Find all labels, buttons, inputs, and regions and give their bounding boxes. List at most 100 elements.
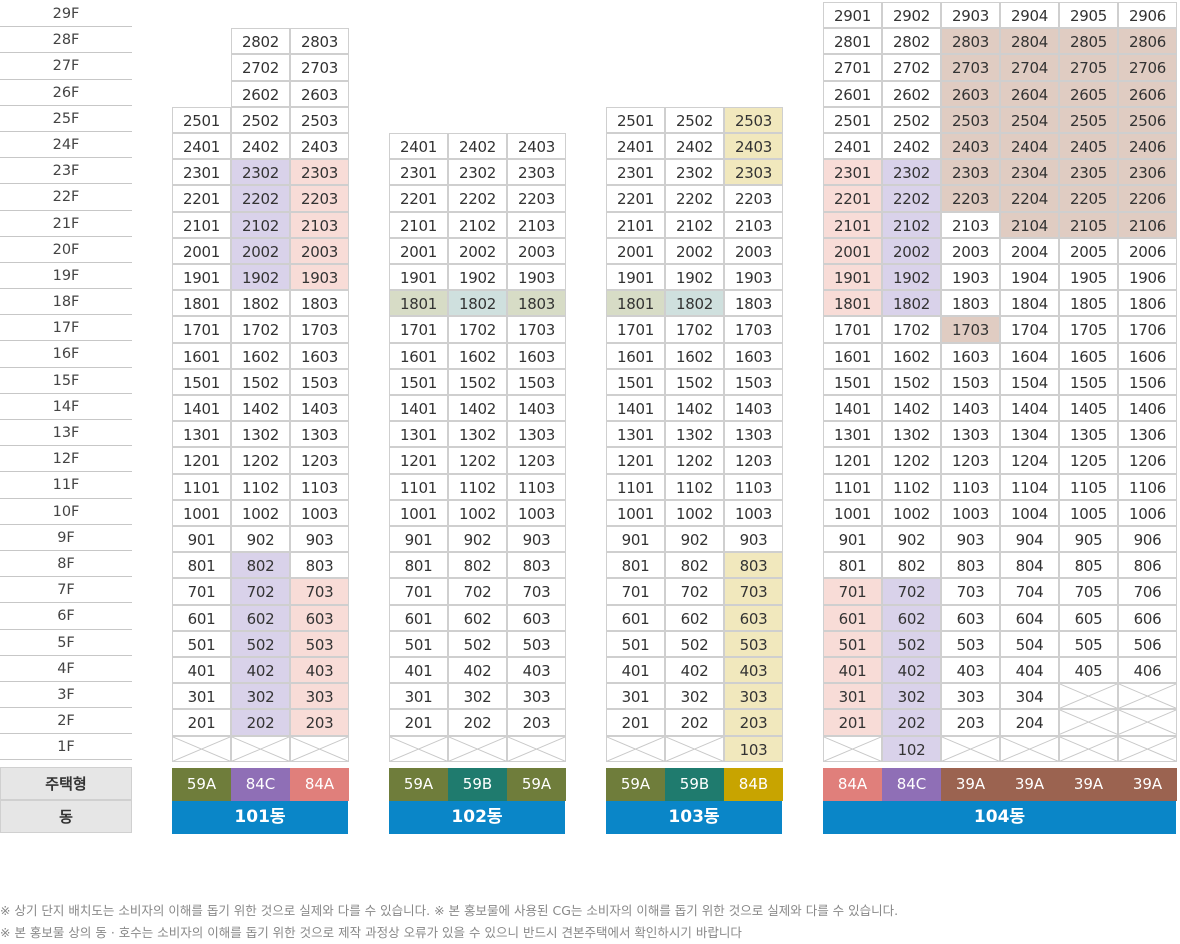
unit-cell: 603 — [941, 604, 1000, 631]
unit-cell: 2702 — [882, 54, 941, 81]
unit-type-badge: 84C — [231, 768, 290, 801]
unit-cell: 1301 — [389, 421, 448, 448]
unit-cell: 1601 — [172, 342, 231, 369]
unit-cell: 401 — [172, 657, 231, 684]
unit-cell: 1201 — [606, 447, 665, 474]
floor-label: 15F — [0, 368, 132, 394]
unit-cell: 2203 — [290, 185, 349, 212]
unit-cell: 503 — [941, 630, 1000, 657]
unit-cell: 2102 — [231, 211, 290, 238]
unit-cell: 1501 — [389, 368, 448, 395]
unit-cell: 1903 — [507, 264, 566, 291]
floor-label: 13F — [0, 420, 132, 447]
unit-cell: 2604 — [1000, 80, 1059, 107]
unit-cell: 2402 — [448, 133, 507, 160]
unit-cell: 1102 — [882, 473, 941, 500]
unit-cell: 2004 — [1000, 237, 1059, 264]
unit-cell: 703 — [724, 578, 783, 605]
unit-cell: 1202 — [882, 447, 941, 474]
unit-cell: 2302 — [448, 159, 507, 186]
unit-cell: 2103 — [507, 211, 566, 238]
unit-cell: 1303 — [290, 421, 349, 448]
unit-cell: 2304 — [1000, 159, 1059, 186]
unit-cell: 1502 — [231, 368, 290, 395]
unit-cell: 1405 — [1059, 395, 1118, 422]
unit-cell: 2002 — [448, 237, 507, 264]
unit-cell: 2402 — [665, 133, 724, 160]
unit-type-badge: 59B — [448, 768, 507, 801]
unit-cell: 1103 — [941, 473, 1000, 500]
unit-cell: 903 — [507, 526, 566, 553]
unit-cell: 801 — [389, 552, 448, 579]
unit-cell: 1705 — [1059, 316, 1118, 343]
unit-cell: 2403 — [290, 133, 349, 160]
unit-cell: 202 — [448, 709, 507, 736]
unit-cell: 2406 — [1118, 133, 1177, 160]
type-label: 주택형 — [0, 767, 132, 800]
unit-cell: 902 — [448, 526, 507, 553]
unit-cell: 1202 — [448, 447, 507, 474]
unit-cell: 1801 — [823, 290, 882, 317]
unit-cell: 1302 — [448, 421, 507, 448]
unit-cell: 1801 — [606, 290, 665, 317]
unit-cell: 1206 — [1118, 447, 1177, 474]
unavailable-cell — [1118, 735, 1177, 762]
unit-type-badge: 59A — [389, 768, 448, 801]
unit-cell: 1203 — [724, 447, 783, 474]
unit-cell: 602 — [882, 604, 941, 631]
unit-cell: 304 — [1000, 683, 1059, 710]
floor-label: 22F — [0, 184, 132, 211]
unit-cell: 803 — [507, 552, 566, 579]
floor-label: 8F — [0, 551, 132, 578]
unit-cell: 1205 — [1059, 447, 1118, 474]
unit-cell: 2802 — [882, 28, 941, 55]
unit-cell: 203 — [941, 709, 1000, 736]
unit-cell: 603 — [724, 604, 783, 631]
unit-cell: 402 — [231, 657, 290, 684]
unit-cell: 501 — [606, 630, 665, 657]
unit-cell: 502 — [448, 630, 507, 657]
unit-cell: 2803 — [941, 28, 1000, 55]
unit-cell: 1106 — [1118, 473, 1177, 500]
unit-cell: 1001 — [389, 499, 448, 526]
unit-cell: 803 — [941, 552, 1000, 579]
unit-cell: 2101 — [823, 211, 882, 238]
unit-cell: 2804 — [1000, 28, 1059, 55]
unit-cell: 1402 — [882, 395, 941, 422]
unit-cell: 2201 — [172, 185, 231, 212]
unit-cell: 1703 — [724, 316, 783, 343]
unit-cell: 2202 — [231, 185, 290, 212]
unit-cell: 202 — [665, 709, 724, 736]
unit-cell: 2703 — [941, 54, 1000, 81]
unit-cell: 303 — [724, 683, 783, 710]
unit-cell: 1805 — [1059, 290, 1118, 317]
unit-cell: 402 — [882, 657, 941, 684]
unit-cell: 1103 — [507, 473, 566, 500]
floor-label: 17F — [0, 315, 132, 342]
unit-cell: 1701 — [172, 316, 231, 343]
unit-cell: 2902 — [882, 2, 941, 29]
unit-cell: 1603 — [724, 342, 783, 369]
unit-cell: 601 — [606, 604, 665, 631]
floor-label: 3F — [0, 682, 132, 709]
floor-label: 14F — [0, 394, 132, 420]
unit-cell: 1903 — [941, 264, 1000, 291]
unit-cell: 2504 — [1000, 106, 1059, 133]
unit-cell: 502 — [665, 630, 724, 657]
unit-cell: 1002 — [665, 499, 724, 526]
unit-cell: 1901 — [389, 264, 448, 291]
unit-cell: 2505 — [1059, 106, 1118, 133]
unit-cell: 1601 — [389, 342, 448, 369]
unit-cell: 1403 — [724, 395, 783, 422]
unit-cell: 2303 — [941, 159, 1000, 186]
unit-cell: 2404 — [1000, 133, 1059, 160]
unit-cell: 1903 — [290, 264, 349, 291]
floor-label: 25F — [0, 106, 132, 132]
unit-cell: 1402 — [665, 395, 724, 422]
unit-cell: 503 — [290, 630, 349, 657]
unit-cell: 1902 — [882, 264, 941, 291]
unit-cell: 1406 — [1118, 395, 1177, 422]
floor-label: 29F — [0, 1, 132, 28]
unit-cell: 501 — [172, 630, 231, 657]
unit-cell: 703 — [290, 578, 349, 605]
